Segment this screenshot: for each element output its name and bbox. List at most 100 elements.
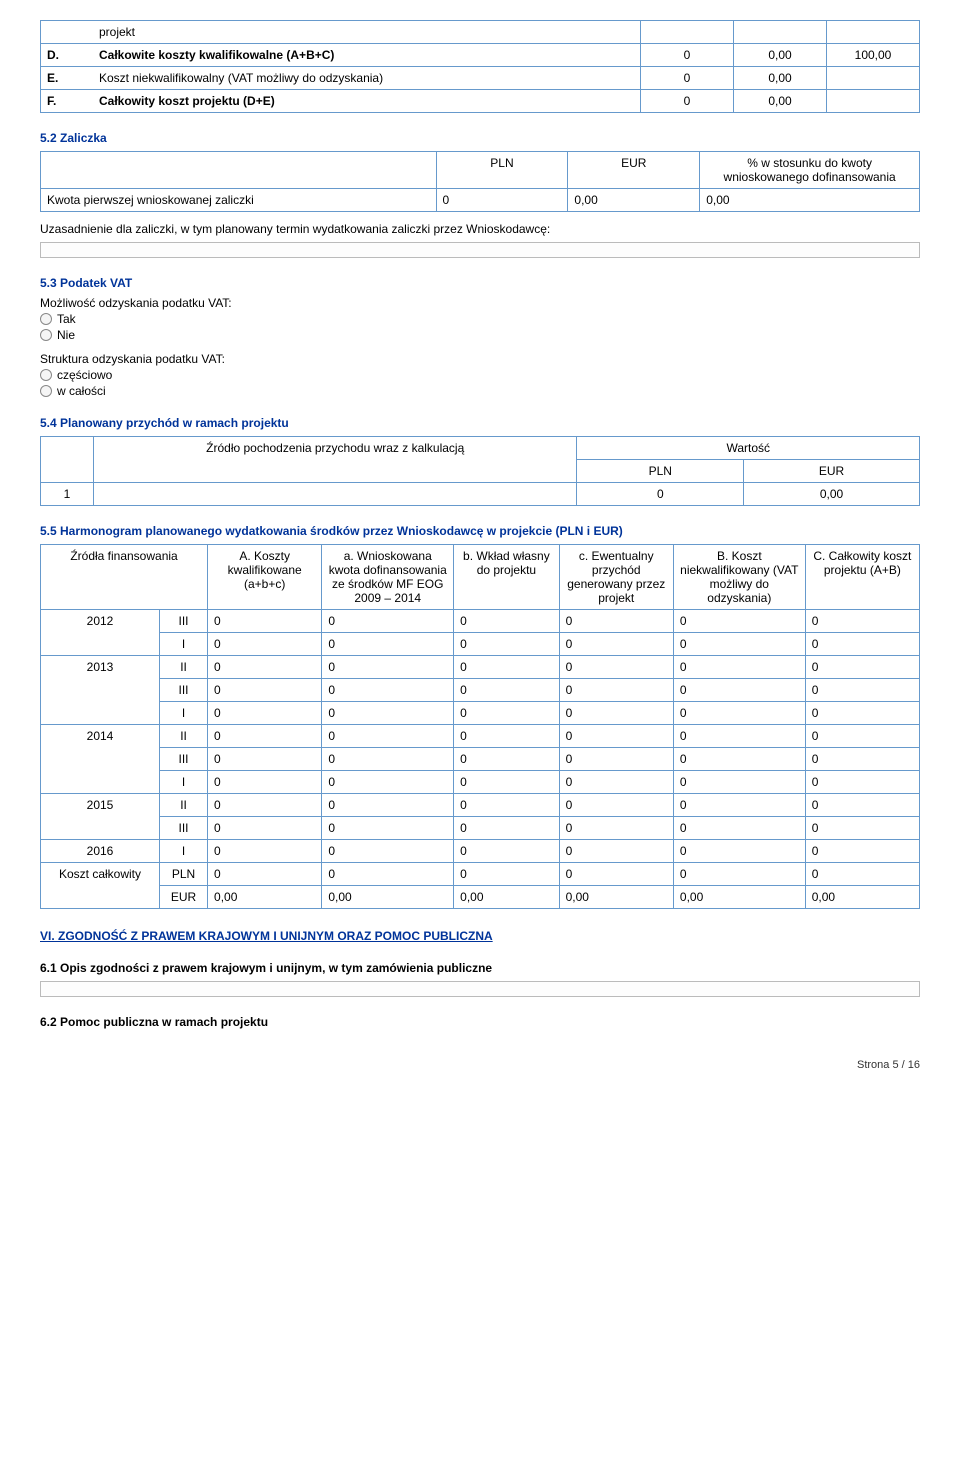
- sum-label: Koszt całkowity: [41, 863, 160, 909]
- quarter-cell: II: [160, 794, 208, 817]
- value-cell: 0: [454, 725, 559, 748]
- value-cell: 0: [454, 633, 559, 656]
- value-cell: 0: [673, 679, 805, 702]
- cell: 0,00: [734, 44, 827, 67]
- value-cell: 0: [322, 656, 454, 679]
- value-cell: 0: [805, 840, 919, 863]
- col-A: A. Koszty kwalifikowane (a+b+c): [208, 545, 322, 610]
- radio-icon[interactable]: [40, 329, 52, 341]
- col-wartosc: Wartość: [577, 437, 920, 460]
- section-6-1-title: 6.1 Opis zgodności z prawem krajowym i u…: [40, 961, 920, 975]
- opt-calosci: w całości: [57, 384, 106, 398]
- value-cell: 0,00: [805, 886, 919, 909]
- value-cell: 0: [559, 748, 673, 771]
- value-cell: 0: [208, 840, 322, 863]
- cell: 0,00: [734, 67, 827, 90]
- cell: [734, 21, 827, 44]
- value-cell: 0: [805, 656, 919, 679]
- value-cell: 0: [322, 633, 454, 656]
- col-b: b. Wkład własny do projektu: [454, 545, 559, 610]
- value-cell: 0: [805, 633, 919, 656]
- vat-q1-options: Tak Nie: [40, 312, 920, 342]
- value-cell: 0: [208, 656, 322, 679]
- value-cell: 0: [322, 840, 454, 863]
- cell: [827, 21, 920, 44]
- value-cell: 0: [559, 610, 673, 633]
- col-pct: % w stosunku do kwoty wnioskowanego dofi…: [700, 152, 920, 189]
- col-eur: EUR: [568, 152, 700, 189]
- value-cell: 0: [208, 771, 322, 794]
- top-costs-table: projekt D. Całkowite koszty kwalifikowal…: [40, 20, 920, 113]
- cell: 0: [641, 67, 734, 90]
- year-cell: 2014: [41, 725, 160, 794]
- value-cell: 0: [208, 748, 322, 771]
- zaliczka-table: PLN EUR % w stosunku do kwoty wnioskowan…: [40, 151, 920, 212]
- quarter-cell: II: [160, 725, 208, 748]
- section-5-4-title: 5.4 Planowany przychód w ramach projektu: [40, 416, 920, 430]
- value-cell: 0: [322, 748, 454, 771]
- cell-label: [41, 21, 94, 44]
- col-src: Źródła finansowania: [41, 545, 208, 610]
- value-cell: 0: [673, 840, 805, 863]
- value-cell: 0: [805, 679, 919, 702]
- value-cell: 0: [322, 610, 454, 633]
- przychod-table: Źródło pochodzenia przychodu wraz z kalk…: [40, 436, 920, 506]
- radio-icon[interactable]: [40, 369, 52, 381]
- col-eur: EUR: [744, 460, 920, 483]
- value-cell: 0,00: [673, 886, 805, 909]
- value-cell: 0: [673, 633, 805, 656]
- value-cell: 0: [673, 794, 805, 817]
- value-cell: 0: [454, 794, 559, 817]
- section-5-5-title: 5.5 Harmonogram planowanego wydatkowania…: [40, 524, 920, 538]
- value-cell: 0: [559, 840, 673, 863]
- cell-text: Całkowity koszt projektu (D+E): [93, 90, 641, 113]
- cell: [827, 90, 920, 113]
- value-cell: 0: [322, 817, 454, 840]
- uzasadnienie-label: Uzasadnienie dla zaliczki, w tym planowa…: [40, 222, 920, 236]
- year-cell: 2012: [41, 610, 160, 656]
- opt-czesciowo: częściowo: [57, 368, 112, 382]
- value-cell: 0: [805, 610, 919, 633]
- quarter-cell: III: [160, 679, 208, 702]
- value-cell: 0: [208, 702, 322, 725]
- value-cell: 0: [805, 794, 919, 817]
- value-cell: 0: [559, 633, 673, 656]
- cell: 0,00: [744, 483, 920, 506]
- col-C: C. Całkowity koszt projektu (A+B): [805, 545, 919, 610]
- cell-label: F.: [41, 90, 94, 113]
- value-cell: 0: [322, 771, 454, 794]
- sum-eur-label: EUR: [160, 886, 208, 909]
- cell-text: projekt: [93, 21, 641, 44]
- year-cell: 2013: [41, 656, 160, 725]
- value-cell: 0: [673, 748, 805, 771]
- radio-icon[interactable]: [40, 313, 52, 325]
- value-cell: 0: [454, 748, 559, 771]
- col-pln: PLN: [436, 152, 568, 189]
- value-cell: 0: [559, 656, 673, 679]
- cell: 0: [641, 90, 734, 113]
- value-cell: 0: [559, 771, 673, 794]
- value-cell: 0: [322, 702, 454, 725]
- value-cell: 0: [805, 725, 919, 748]
- value-cell: 0,00: [454, 886, 559, 909]
- value-cell: 0: [454, 817, 559, 840]
- s61-input[interactable]: [40, 981, 920, 997]
- quarter-cell: I: [160, 702, 208, 725]
- value-cell: 0: [322, 863, 454, 886]
- value-cell: 0: [673, 610, 805, 633]
- cell: 0,00: [734, 90, 827, 113]
- sum-pln-label: PLN: [160, 863, 208, 886]
- quarter-cell: III: [160, 610, 208, 633]
- uzasadnienie-input[interactable]: [40, 242, 920, 258]
- value-cell: 0: [559, 794, 673, 817]
- value-cell: 0: [208, 725, 322, 748]
- value-cell: 0: [559, 679, 673, 702]
- value-cell: 0: [208, 817, 322, 840]
- value-cell: 0,00: [322, 886, 454, 909]
- radio-icon[interactable]: [40, 385, 52, 397]
- quarter-cell: III: [160, 817, 208, 840]
- section-5-2-title: 5.2 Zaliczka: [40, 131, 920, 145]
- cell: 0,00: [568, 189, 700, 212]
- value-cell: 0: [208, 610, 322, 633]
- col-B: B. Koszt niekwalifikowany (VAT możliwy d…: [673, 545, 805, 610]
